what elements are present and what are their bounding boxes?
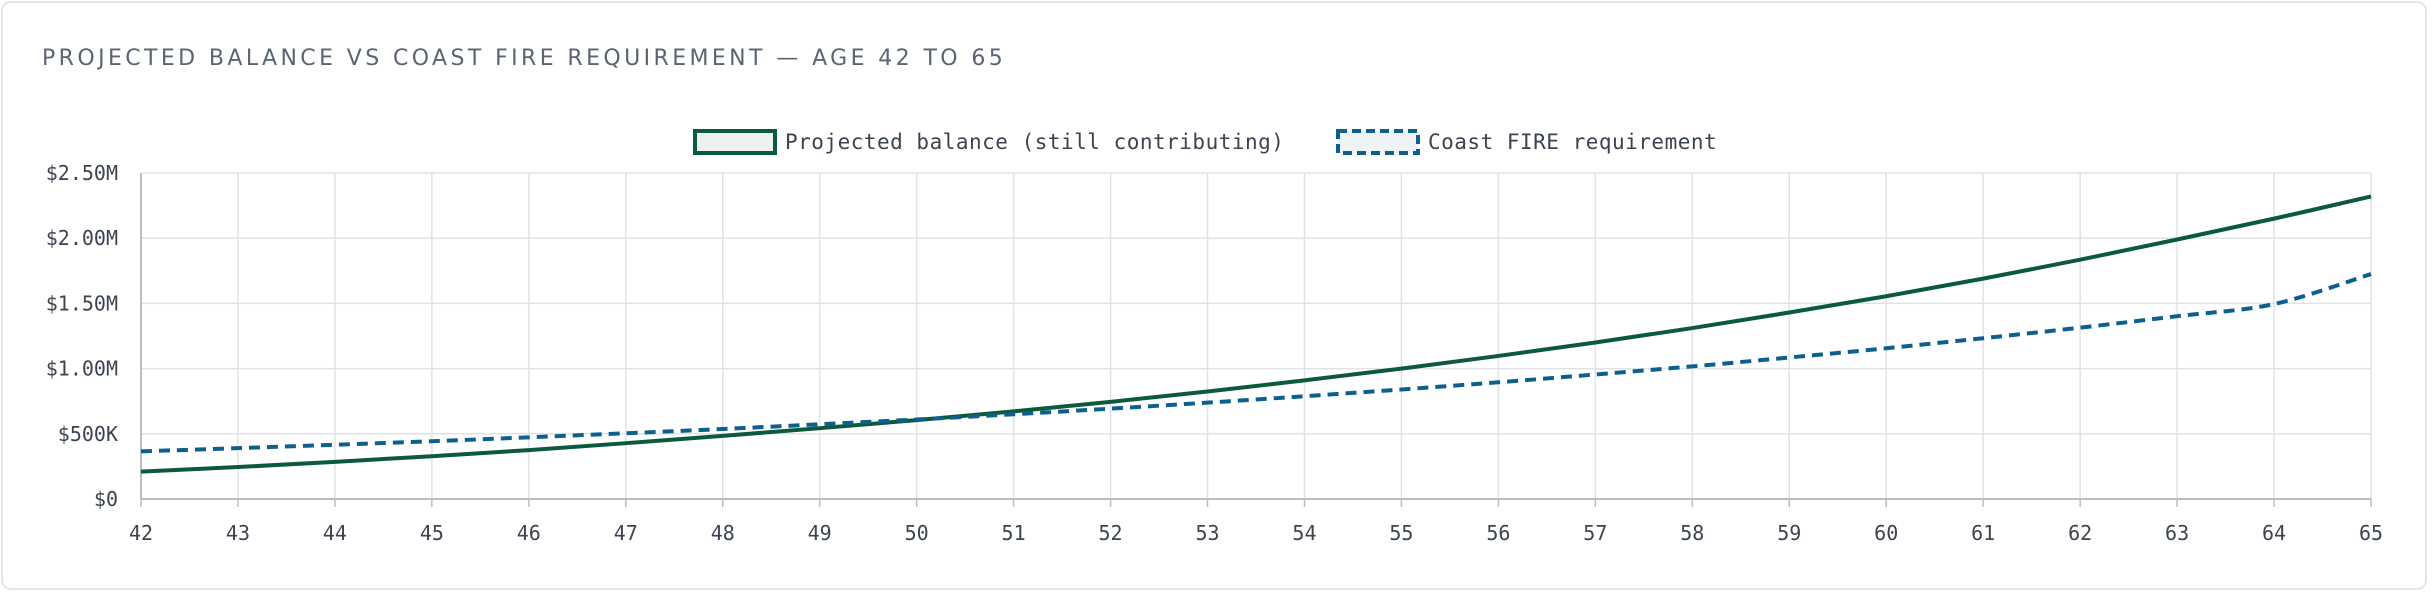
x-tick-label: 45 bbox=[420, 521, 444, 545]
legend-label: Coast FIRE requirement bbox=[1428, 130, 1717, 154]
y-tick-label: $1.00M bbox=[46, 357, 118, 381]
x-tick-label: 43 bbox=[226, 521, 250, 545]
x-tick-label: 50 bbox=[905, 521, 929, 545]
x-tick-label: 61 bbox=[1971, 521, 1995, 545]
y-tick-label: $0 bbox=[94, 487, 118, 511]
legend-label: Projected balance (still contributing) bbox=[785, 130, 1284, 154]
x-tick-label: 44 bbox=[323, 521, 347, 545]
x-tick-label: 53 bbox=[1195, 521, 1219, 545]
x-tick-label: 62 bbox=[2068, 521, 2092, 545]
x-tick-label: 48 bbox=[711, 521, 735, 545]
legend-swatch bbox=[693, 129, 777, 155]
y-tick-label: $2.50M bbox=[46, 161, 118, 185]
x-tick-label: 57 bbox=[1583, 521, 1607, 545]
x-tick-label: 65 bbox=[2359, 521, 2383, 545]
x-tick-label: 47 bbox=[614, 521, 638, 545]
chart-title: PROJECTED BALANCE VS COAST FIRE REQUIREM… bbox=[42, 46, 1007, 71]
legend: Projected balance (still contributing) Co… bbox=[693, 129, 1717, 155]
x-tick-label: 51 bbox=[1002, 521, 1026, 545]
axes bbox=[140, 173, 2372, 507]
series-line-projected-balance bbox=[140, 194, 2372, 474]
x-tick-label: 55 bbox=[1389, 521, 1413, 545]
y-axis-ticks: $0 $500K $1.00M $1.50M $2.00M $2.50M bbox=[46, 161, 118, 511]
series-lines bbox=[140, 194, 2372, 474]
y-tick-label: $500K bbox=[58, 422, 118, 446]
series-line-coast-fire-requirement bbox=[140, 272, 2372, 454]
y-tick-label: $1.50M bbox=[46, 291, 118, 315]
x-tick-label: 56 bbox=[1486, 521, 1510, 545]
x-tick-label: 42 bbox=[129, 521, 153, 545]
x-tick-label: 63 bbox=[2165, 521, 2189, 545]
x-axis-ticks: 42 43 44 45 46 47 48 49 50 51 52 53 54 55 56 57 58 59 60 61… bbox=[129, 521, 2383, 545]
x-tick-label: 59 bbox=[1777, 521, 1801, 545]
legend-swatch bbox=[1336, 129, 1420, 155]
x-tick-label: 54 bbox=[1292, 521, 1316, 545]
x-tick-label: 60 bbox=[1874, 521, 1898, 545]
y-tick-label: $2.00M bbox=[46, 226, 118, 250]
x-tick-label: 46 bbox=[517, 521, 541, 545]
x-tick-label: 64 bbox=[2262, 521, 2286, 545]
x-tick-label: 49 bbox=[808, 521, 832, 545]
x-tick-label: 52 bbox=[1099, 521, 1123, 545]
x-tick-label: 58 bbox=[1680, 521, 1704, 545]
grid-lines bbox=[140, 172, 2372, 500]
